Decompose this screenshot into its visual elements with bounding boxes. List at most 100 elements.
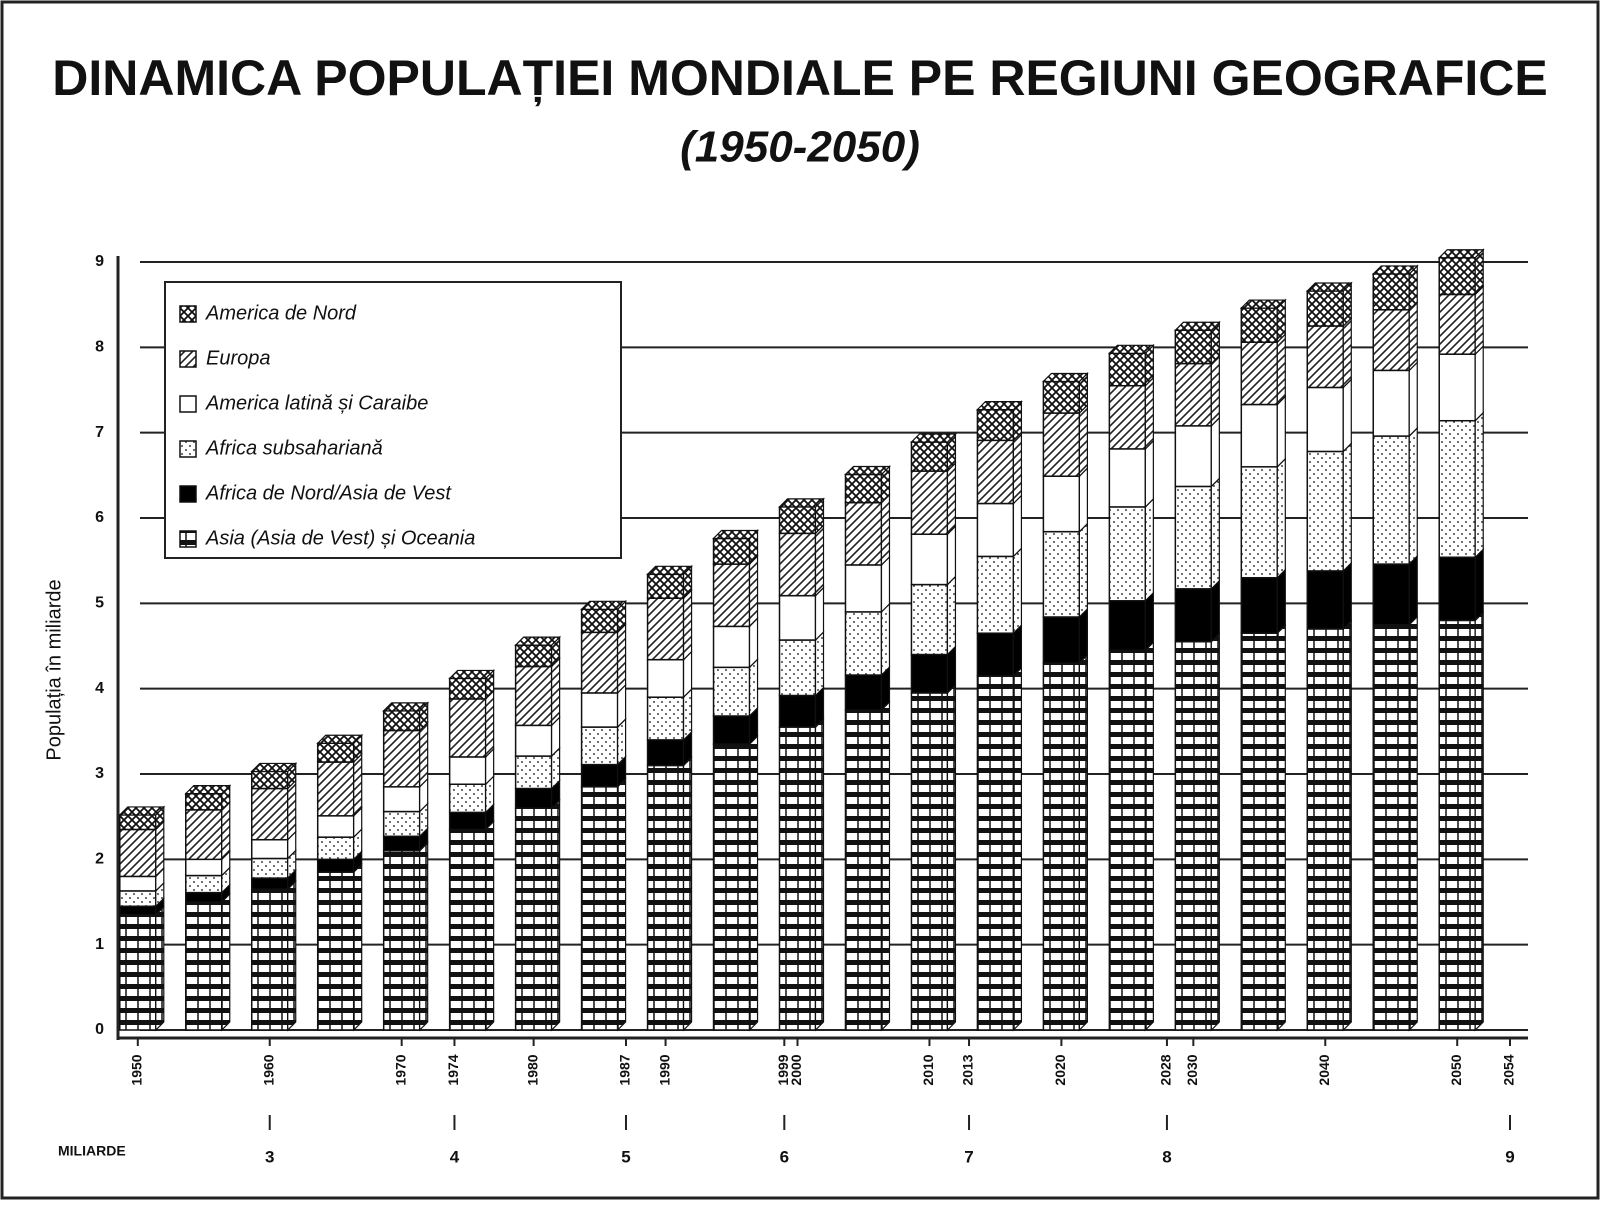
bar-side <box>551 657 561 727</box>
bar-side <box>1474 284 1484 356</box>
bar-side <box>1408 554 1418 627</box>
bar-side <box>419 721 429 789</box>
x-tick-label: 1970 <box>392 1054 408 1085</box>
bar-side <box>419 841 429 1032</box>
bar-top <box>975 401 1023 411</box>
bar-segment <box>580 786 619 1031</box>
bar-segment <box>119 905 157 916</box>
bar-top <box>250 762 298 773</box>
bar-segment <box>778 532 817 597</box>
bar-side <box>1078 653 1088 1032</box>
bar-segment <box>712 625 751 669</box>
x-tick-label: 2050 <box>1448 1054 1464 1085</box>
bar-segment <box>382 729 421 788</box>
bar-segment <box>1372 563 1411 626</box>
bar-segment <box>1042 475 1081 533</box>
bar-segment <box>1174 362 1213 427</box>
x-tick-label: 1990 <box>656 1054 672 1085</box>
bar-side <box>682 756 693 1032</box>
bar-segment <box>976 408 1015 442</box>
bar-segment <box>778 694 817 728</box>
y-tick-label: 8 <box>95 339 104 356</box>
bar-segment <box>646 764 685 1031</box>
y-tick-label: 2 <box>95 851 104 868</box>
bar-segment <box>382 850 421 1031</box>
bar-top <box>1041 372 1089 383</box>
bar-segment <box>1372 435 1411 565</box>
legend-label: Africa subsahariană <box>205 437 383 459</box>
bar-segment <box>1372 273 1411 311</box>
bar-side <box>814 586 825 642</box>
bar-side <box>814 717 825 1032</box>
bar-segment <box>712 666 751 717</box>
bar-segment <box>250 770 289 790</box>
bar-top <box>316 734 364 744</box>
bar-top <box>1371 265 1419 275</box>
bar-segment <box>316 836 355 861</box>
bar-side <box>1276 568 1286 635</box>
bar-segment <box>1240 403 1279 468</box>
bar-side <box>221 892 231 1032</box>
bar-segment <box>250 838 289 860</box>
bar-segment <box>1438 556 1476 622</box>
bar-segment <box>910 470 949 535</box>
bar-segment <box>580 631 619 694</box>
bar-segment <box>1306 628 1345 1031</box>
bar-side <box>748 554 759 628</box>
bar-segment <box>646 658 685 698</box>
bar-segment <box>1372 369 1411 437</box>
bar-side <box>1210 354 1220 428</box>
milestone-label: 4 <box>450 1147 460 1166</box>
bar-segment <box>448 783 487 814</box>
bar-segment <box>778 506 817 535</box>
bar-top <box>1239 299 1287 309</box>
bar-segment <box>778 639 817 697</box>
bar-segment <box>382 710 421 732</box>
bar-segment <box>646 597 685 661</box>
x-tick-label: 2000 <box>788 1054 804 1085</box>
bar-segment <box>1174 640 1213 1031</box>
bar-segment <box>844 501 883 566</box>
bar-segment <box>382 786 421 813</box>
bar-side <box>1078 466 1088 534</box>
bar-side <box>880 602 891 677</box>
legend-box <box>164 281 622 559</box>
legend-label: Europa <box>206 347 271 369</box>
bar-top <box>448 669 496 680</box>
bar-segment <box>316 871 355 1031</box>
bar-side <box>1210 476 1220 591</box>
milestone-label: 3 <box>265 1147 274 1166</box>
legend: Asia (Asia de Vest) și Oceania Africa de … <box>164 281 622 559</box>
bar-segment <box>1108 448 1147 508</box>
bar-segment <box>514 755 553 790</box>
bar-segment <box>1042 530 1081 618</box>
bar-segment <box>1438 293 1476 355</box>
bar-side <box>485 820 495 1032</box>
bar-segment <box>1438 619 1476 1031</box>
bar-top <box>712 529 759 540</box>
bar-side <box>485 689 495 759</box>
bar-side <box>880 493 891 567</box>
bar-side <box>1210 579 1220 644</box>
bar-segment <box>1438 419 1476 559</box>
bar-segment <box>1372 623 1411 1031</box>
bar-segment <box>580 608 619 634</box>
bar-side <box>1342 561 1352 631</box>
bar-segment <box>580 692 619 728</box>
bar-side <box>1078 607 1088 665</box>
bar-side <box>1474 344 1484 423</box>
bar-side <box>551 798 561 1032</box>
bar-top <box>382 702 430 712</box>
legend-label: Asia (Asia de Vest) și Oceania <box>205 527 475 549</box>
bar-side <box>1144 376 1154 451</box>
bar-side <box>1408 615 1418 1032</box>
bar-segment <box>316 858 355 873</box>
bar-segment <box>976 555 1015 634</box>
bar-segment <box>1174 425 1213 488</box>
bar-segment <box>382 835 421 852</box>
chart-subtitle: (1950-2050) <box>680 123 920 172</box>
bar-segment <box>185 874 223 894</box>
bar-side <box>1474 411 1484 559</box>
bar-side <box>1078 403 1088 478</box>
bar-segment <box>910 653 949 694</box>
